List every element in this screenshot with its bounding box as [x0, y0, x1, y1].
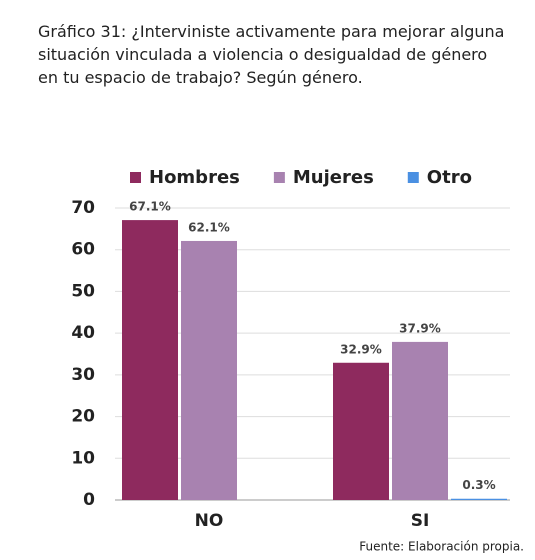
value-label: 0.3% — [462, 478, 495, 492]
y-tick-label: 10 — [71, 448, 95, 468]
bar — [181, 240, 237, 500]
legend-label: Otro — [427, 167, 472, 188]
legend-swatch — [130, 172, 141, 183]
y-tick-label: 40 — [71, 323, 95, 343]
legend-swatch — [273, 172, 285, 183]
bar — [122, 220, 178, 500]
y-tick-label: 30 — [71, 365, 95, 385]
legend-label: Hombres — [149, 167, 240, 188]
y-tick-label: 60 — [71, 240, 95, 260]
y-tick-label: 0 — [83, 490, 95, 510]
bar — [392, 341, 448, 500]
value-label: 32.9% — [340, 342, 382, 356]
y-tick-label: 20 — [71, 407, 95, 427]
legend-swatch — [407, 172, 419, 183]
legend-label: Mujeres — [293, 167, 374, 188]
y-tick-label: 50 — [71, 281, 95, 301]
y-tick-label: 70 — [71, 198, 95, 218]
bar — [451, 498, 507, 500]
chart-title: Gráfico 31: ¿Interviniste activamente pa… — [38, 22, 505, 87]
value-label: 37.9% — [399, 321, 441, 335]
value-label: 67.1% — [129, 200, 171, 214]
source: Fuente: Elaboración propia. — [359, 540, 524, 554]
x-tick-label: NO — [195, 511, 224, 531]
value-label: 62.1% — [188, 220, 230, 234]
bar — [333, 362, 389, 500]
x-tick-label: SI — [411, 511, 430, 531]
